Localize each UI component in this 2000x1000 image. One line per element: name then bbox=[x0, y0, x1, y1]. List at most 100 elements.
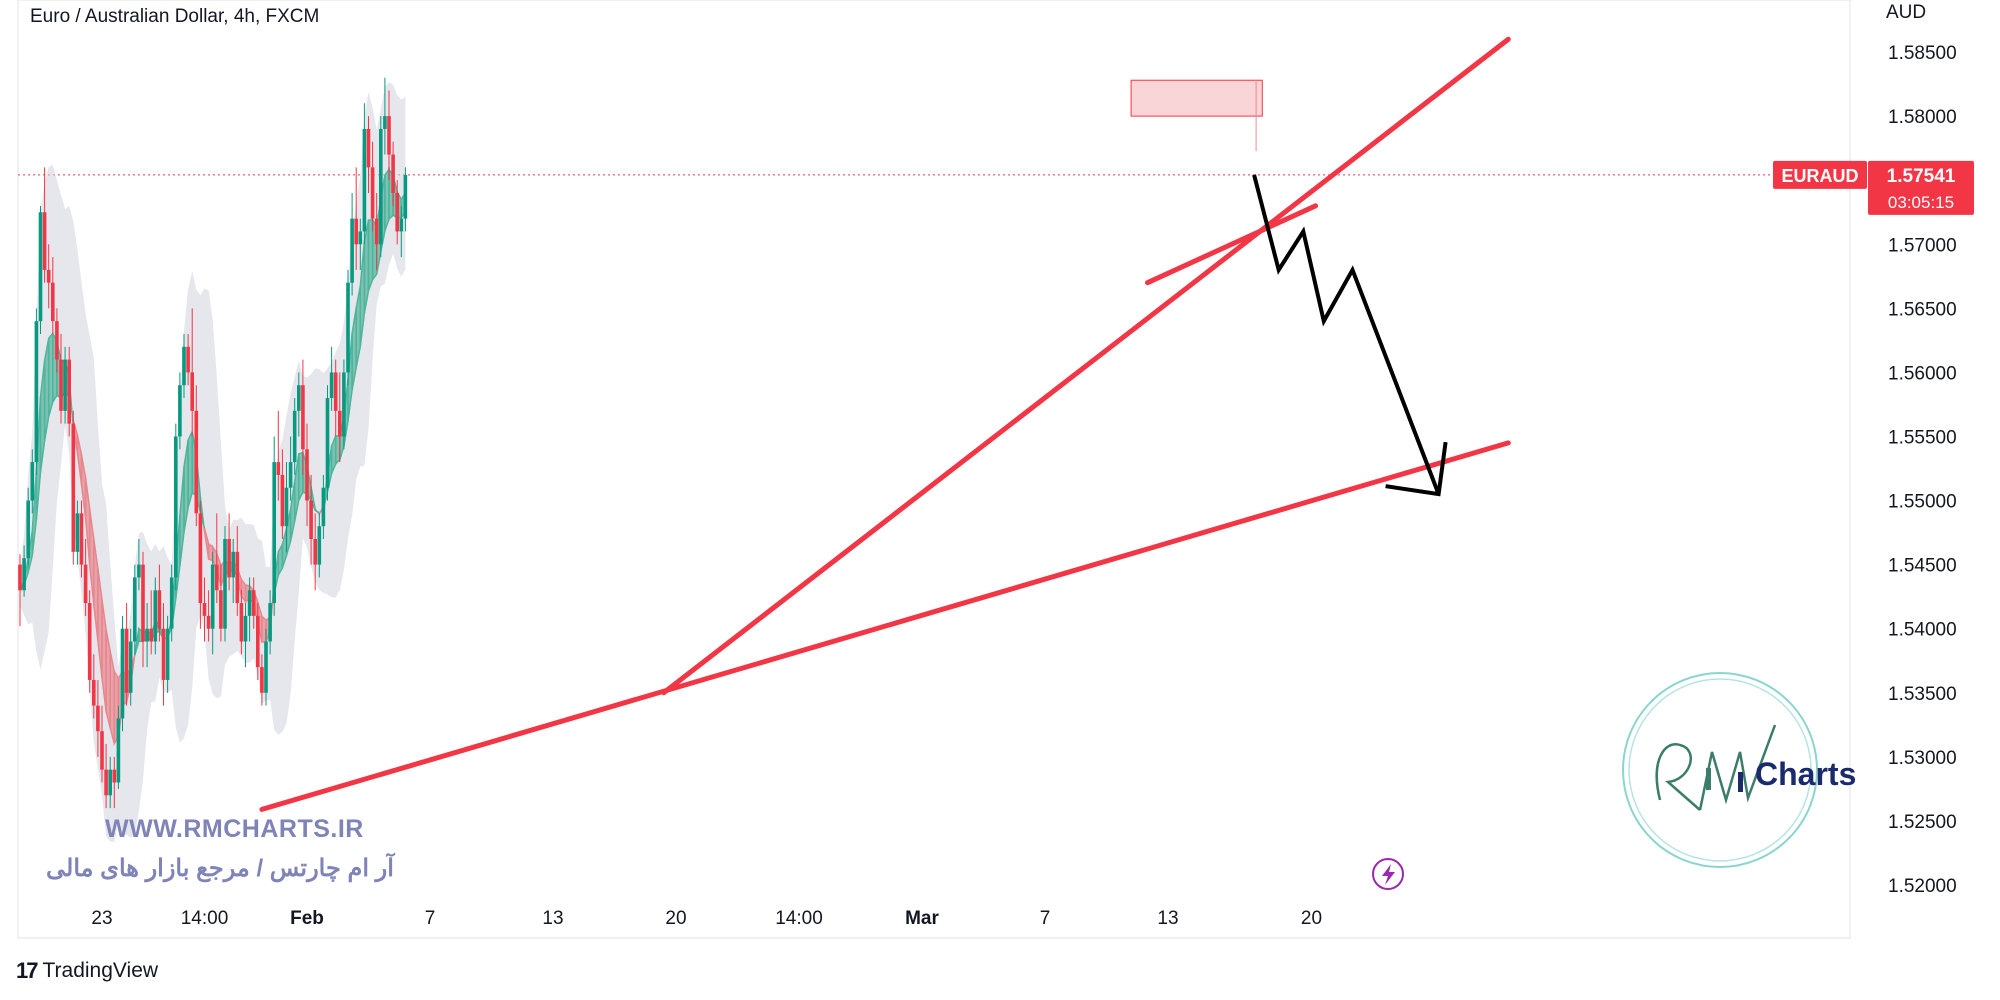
trendline bbox=[1145, 203, 1319, 286]
candle-body bbox=[210, 564, 215, 629]
candle-body bbox=[387, 116, 391, 155]
misc-icons bbox=[1372, 858, 1404, 890]
candle-body bbox=[112, 769, 117, 783]
candle-body bbox=[333, 372, 338, 411]
candle bbox=[71, 410, 76, 565]
logo-candle-2 bbox=[1738, 772, 1743, 792]
candle bbox=[46, 244, 51, 309]
candle-body bbox=[30, 462, 35, 501]
candle bbox=[26, 487, 30, 565]
candle bbox=[55, 308, 59, 373]
x-tick-label: 13 bbox=[1157, 908, 1178, 929]
candle bbox=[145, 603, 149, 668]
candle-body bbox=[338, 410, 342, 437]
candle-body bbox=[366, 128, 371, 168]
candle bbox=[247, 577, 252, 642]
candle bbox=[108, 756, 112, 809]
candle-body bbox=[301, 385, 305, 450]
candle-body bbox=[145, 628, 149, 642]
candle-body bbox=[83, 564, 88, 604]
candle-body bbox=[59, 359, 63, 411]
candle bbox=[116, 705, 121, 789]
candle bbox=[198, 500, 203, 629]
candle bbox=[366, 116, 371, 193]
candle bbox=[284, 462, 289, 552]
candle bbox=[231, 539, 235, 604]
tradingview-logo[interactable]: 17 TradingView bbox=[16, 958, 158, 984]
candle-body bbox=[108, 769, 112, 796]
candle bbox=[272, 436, 276, 616]
candle-body bbox=[292, 410, 297, 463]
watermark-persian: آر ام چارتس / مرجع بازار های مالی bbox=[46, 855, 394, 882]
candle-body bbox=[174, 436, 178, 578]
candle-body bbox=[186, 346, 190, 373]
candle-body bbox=[235, 551, 240, 604]
candle-body bbox=[133, 577, 137, 642]
y-tick-label: 1.54500 bbox=[1888, 556, 1957, 577]
y-tick-label: 1.56000 bbox=[1888, 363, 1957, 384]
trendlines[interactable] bbox=[259, 36, 1511, 812]
candle bbox=[387, 90, 391, 181]
logo-inner-ring bbox=[1628, 678, 1812, 862]
candle bbox=[280, 449, 285, 539]
candle-body bbox=[260, 667, 264, 693]
candle-body bbox=[67, 359, 71, 424]
y-tick-label: 1.55500 bbox=[1888, 427, 1957, 448]
candle-body bbox=[169, 577, 174, 629]
projection-arrow bbox=[1252, 174, 1448, 497]
resistance-zone bbox=[19, 79, 1263, 842]
resistance-zone-box bbox=[1130, 79, 1263, 117]
logo-m-glyph bbox=[1698, 724, 1777, 811]
candle-body bbox=[305, 449, 309, 501]
candle bbox=[120, 615, 125, 732]
candle-body bbox=[288, 462, 293, 488]
candle-body bbox=[215, 564, 219, 591]
candle-body bbox=[272, 462, 276, 604]
y-tick-label: 1.58000 bbox=[1888, 107, 1957, 128]
price-grid bbox=[17, 0, 1851, 939]
x-tick-label: 7 bbox=[1040, 908, 1051, 929]
candle-body bbox=[26, 500, 30, 559]
candle-body bbox=[79, 513, 84, 565]
candle-body bbox=[161, 628, 166, 680]
candle bbox=[325, 385, 330, 501]
y-tick-label: 1.54000 bbox=[1888, 620, 1957, 641]
candles bbox=[18, 77, 408, 809]
candle bbox=[350, 193, 354, 296]
candle-body bbox=[313, 539, 317, 565]
candle bbox=[161, 603, 166, 706]
candle bbox=[165, 615, 170, 693]
candle bbox=[362, 103, 367, 245]
candle-body bbox=[399, 218, 404, 232]
candle-body bbox=[239, 603, 244, 642]
candle bbox=[391, 141, 395, 206]
candle-body bbox=[403, 174, 408, 219]
x-tick-label: 23 bbox=[91, 908, 112, 929]
candle bbox=[182, 333, 186, 399]
candle bbox=[169, 564, 174, 642]
candle-body bbox=[157, 590, 162, 629]
candle bbox=[178, 372, 182, 450]
candle bbox=[346, 269, 350, 386]
candle-body bbox=[75, 513, 80, 552]
candle bbox=[92, 654, 96, 719]
candle-body bbox=[362, 128, 367, 232]
candle bbox=[141, 551, 145, 668]
candle-body bbox=[71, 423, 76, 552]
lightning-glyph bbox=[1382, 864, 1395, 885]
candle bbox=[256, 603, 260, 680]
candle-body bbox=[194, 410, 199, 514]
candle-body bbox=[128, 641, 133, 693]
logo-candle-1 bbox=[1706, 768, 1711, 790]
candle-body bbox=[346, 282, 350, 373]
candle bbox=[174, 423, 178, 591]
candle bbox=[87, 590, 92, 693]
x-tick-label: Mar bbox=[905, 908, 939, 929]
candle-body bbox=[227, 539, 231, 578]
candle bbox=[149, 590, 153, 655]
y-tick-label: 1.52000 bbox=[1888, 876, 1957, 897]
candle bbox=[309, 474, 313, 565]
candle bbox=[137, 539, 141, 591]
candle bbox=[22, 545, 26, 597]
